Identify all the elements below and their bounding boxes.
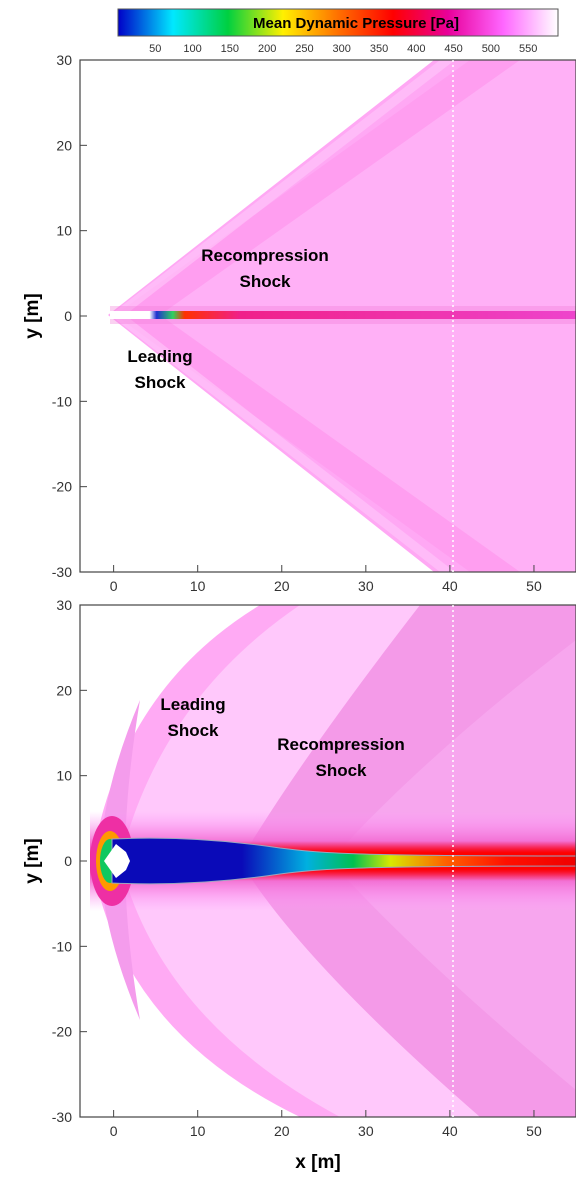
y-tick-label: -30 [52,1109,72,1125]
y-tick-label: 10 [56,223,72,239]
x-tick-label: 10 [190,1123,206,1139]
colorbar-tick-label: 150 [221,43,239,55]
bottom-annot-leading-line2: Shock [167,721,219,740]
bottom-wake [111,837,576,885]
y-tick-label: -10 [52,938,72,954]
colorbar-tick-label: 250 [295,43,313,55]
y-tick-label: -20 [52,1024,72,1040]
top-annot-leading-line1: Leading [127,347,192,366]
x-tick-label: 30 [358,1123,374,1139]
x-tick-label: 40 [442,1123,458,1139]
y-tick-label: 30 [56,597,72,613]
x-tick-label: 30 [358,578,374,594]
y-tick-label: -10 [52,393,72,409]
x-tick-label: 50 [526,578,542,594]
bottom-body [104,844,130,878]
y-tick-label: 20 [56,682,72,698]
colorbar: Mean Dynamic Pressure [Pa] 50 100 150 200 25… [117,8,559,55]
y-tick-label: -20 [52,479,72,495]
colorbar-gradient [117,8,559,37]
colorbar-tick-label: 200 [258,43,276,55]
bottom-annot-recompression: Recompression Shock [277,735,405,780]
x-tick-label: 20 [274,578,290,594]
x-tick-label: 20 [274,1123,290,1139]
top-annot-leading: Leading Shock [127,347,192,392]
top-annot-recompression-line2: Shock [239,272,291,291]
top-field [80,60,576,572]
colorbar-title: Mean Dynamic Pressure [Pa] [253,15,459,32]
bottom-ylabel: y [m] [22,838,43,883]
colorbar-tick-label: 400 [407,43,425,55]
x-tick-label: 0 [110,1123,118,1139]
top-panel: 0 10 20 30 40 50 -30 -20 -10 0 10 20 30 y [m] Recomp… [22,52,576,594]
x-tick-label: 50 [526,1123,542,1139]
top-ylabel: y [m] [22,293,43,338]
y-tick-label: 10 [56,768,72,784]
colorbar-tick-label: 350 [370,43,388,55]
bottom-annot-recompression-line2: Shock [315,761,367,780]
colorbar-tick-label: 500 [482,43,500,55]
x-tick-label: 10 [190,578,206,594]
bottom-field [80,605,576,1117]
top-annot-leading-line2: Shock [134,373,186,392]
x-tick-label: 40 [442,578,458,594]
y-tick-label: -30 [52,564,72,580]
bottom-xlabel: x [m] [295,1152,340,1173]
colorbar-tick-label: 550 [519,43,537,55]
x-tick-label: 0 [110,578,118,594]
y-tick-label: 0 [64,308,72,324]
bottom-annot-recompression-line1: Recompression [277,735,405,754]
y-tick-label: 20 [56,137,72,153]
colorbar-tick-label: 300 [333,43,351,55]
y-tick-label: 30 [56,52,72,68]
y-tick-label: 0 [64,853,72,869]
bottom-annot-leading: Leading Shock [160,695,225,740]
colorbar-tick-label: 50 [149,43,161,55]
colorbar-tick-label: 450 [444,43,462,55]
bottom-annot-leading-line1: Leading [160,695,225,714]
top-annot-recompression: Recompression Shock [201,246,329,291]
colorbar-tick-label: 100 [183,43,201,55]
top-annot-recompression-line1: Recompression [201,246,329,265]
